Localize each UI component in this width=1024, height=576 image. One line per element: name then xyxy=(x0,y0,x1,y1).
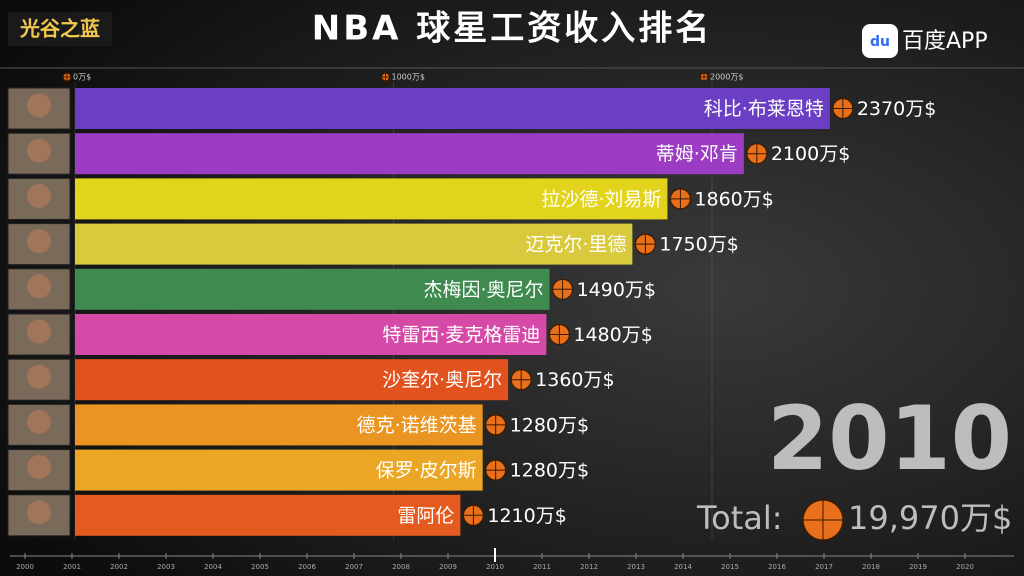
bar xyxy=(75,133,744,175)
bar xyxy=(75,88,830,129)
app-icon xyxy=(862,24,898,58)
timeline-label: 2007 xyxy=(345,563,363,571)
logo-box xyxy=(8,12,112,46)
timeline-label: 2008 xyxy=(392,563,410,571)
app-name: 百度APP xyxy=(902,29,988,54)
total-label: Total: xyxy=(696,499,783,537)
avatar-face xyxy=(27,364,51,389)
timeline-label: 2010 xyxy=(486,563,504,571)
timeline-label: 2018 xyxy=(862,563,880,571)
avatar-face xyxy=(27,229,51,254)
value-label: 1750万$ xyxy=(659,234,738,256)
bar xyxy=(75,223,633,265)
value-label: 1280万$ xyxy=(510,460,589,482)
timeline-label: 2000 xyxy=(16,563,34,571)
bar xyxy=(75,359,509,401)
timeline-label: 2015 xyxy=(721,563,739,571)
value-label: 1210万$ xyxy=(487,505,566,527)
timeline-label: 2017 xyxy=(815,563,833,571)
bar-name: 特雷西·麦克格雷迪 xyxy=(382,324,540,346)
avatar-face xyxy=(27,183,51,208)
timeline-label: 2012 xyxy=(580,563,598,571)
x-tick-label: 2000万$ xyxy=(710,73,743,82)
timeline-label: 2014 xyxy=(674,563,692,571)
bar-name: 拉沙德·刘易斯 xyxy=(541,188,661,210)
value-label: 1860万$ xyxy=(694,188,773,210)
timeline-label: 2013 xyxy=(627,563,645,571)
avatar-face xyxy=(27,138,51,163)
bar-name: 保罗·皮尔斯 xyxy=(376,460,477,482)
value-label: 1360万$ xyxy=(535,369,614,391)
timeline-label: 2002 xyxy=(110,563,128,571)
bar xyxy=(75,178,668,220)
timeline-label: 2009 xyxy=(439,563,457,571)
bar-name: 迈克尔·里德 xyxy=(525,234,626,256)
current-year: 2010 xyxy=(767,387,1012,490)
logo: 光谷之蓝 xyxy=(19,17,100,41)
timeline-label: 2004 xyxy=(204,563,222,571)
timeline-label: 2020 xyxy=(956,563,974,571)
timeline-label: 2001 xyxy=(63,563,81,571)
bar-name: 德克·诺维茨基 xyxy=(357,414,477,436)
total-value: 19,970万$ xyxy=(848,499,1012,537)
avatar-face xyxy=(27,274,51,299)
bar xyxy=(75,494,461,536)
bar xyxy=(75,268,550,310)
value-label: 1490万$ xyxy=(577,279,656,301)
x-tick-label: 0万$ xyxy=(73,73,91,82)
bar xyxy=(75,449,483,491)
bar-name: 蒂姆·邓肯 xyxy=(656,143,738,165)
avatar-face xyxy=(27,93,51,118)
x-tick-label: 1000万$ xyxy=(392,73,425,82)
bar-name: 沙奎尔·奥尼尔 xyxy=(382,369,502,391)
value-label: 1480万$ xyxy=(573,324,652,346)
timeline-label: 2006 xyxy=(298,563,316,571)
chart-title: NBA 球星工资收入排名 xyxy=(312,9,713,49)
avatar-face xyxy=(27,409,51,434)
avatar-face xyxy=(27,319,51,344)
timeline-label: 2005 xyxy=(251,563,269,571)
bar-name: 科比·布莱恩特 xyxy=(704,98,824,120)
avatar-face xyxy=(27,500,51,525)
app-icon-glyph: du xyxy=(870,34,890,50)
bar xyxy=(75,314,547,355)
bar-name: 杰梅因·奥尼尔 xyxy=(424,279,544,301)
timeline-label: 2011 xyxy=(533,563,551,571)
value-label: 1280万$ xyxy=(510,414,589,436)
timeline-label: 2019 xyxy=(909,563,927,571)
value-label: 2100万$ xyxy=(771,143,850,165)
timeline-label: 2016 xyxy=(768,563,786,571)
avatar-face xyxy=(27,455,51,480)
value-label: 2370万$ xyxy=(857,98,936,120)
bar xyxy=(75,404,483,446)
bar-name: 雷阿伦 xyxy=(397,505,454,527)
timeline-label: 2003 xyxy=(157,563,175,571)
